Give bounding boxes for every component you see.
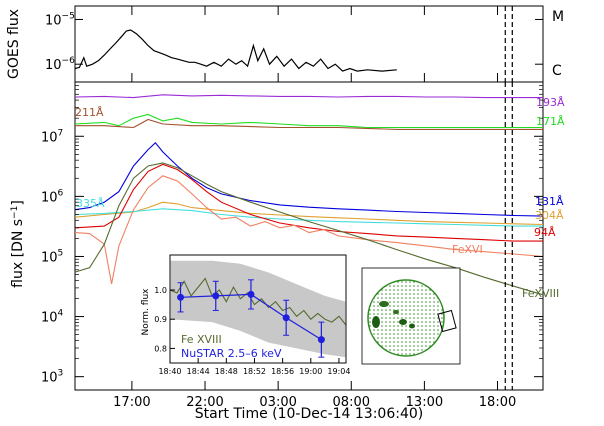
aia-ylabel: flux [DN s−1] [10,200,26,288]
series-line-FeXVIII [74,162,544,296]
label-211: 211Å [75,106,104,119]
inset-legend-fexviii: Fe XVIII [181,333,222,346]
aia-xtick-label: 03:00 [259,395,296,410]
active-region-1 [372,316,380,328]
inset-ytick-label: 1.0 [154,286,167,295]
nustar-fov-box [437,309,457,333]
aia-xtick-label: 22:00 [186,395,223,410]
label-193: 193Å [536,96,565,109]
active-region-5 [393,310,399,314]
aia-xtick-label: 18:00 [479,395,516,410]
aia-ytick-label: 103 [41,369,63,386]
label-fexviii: FeXVIII [522,287,559,300]
inset-nustar-point [282,314,290,322]
series-line-335Å [74,208,543,227]
inset-nustar-point [247,290,255,298]
active-region-2 [379,301,389,307]
series-line-94Å [74,163,543,242]
aia-xtick-label: 13:00 [406,395,443,410]
aia-ytick-label: 105 [41,248,63,265]
inset-nustar-point [212,292,220,300]
inset-xtick-label: 18:56 [271,367,294,376]
aia-ytick-label: 104 [41,309,64,326]
inset-xtick-label: 18:52 [243,367,266,376]
aia-xlabel: Start Time (10-Dec-14 13:06:40) [195,406,423,422]
inset-xtick-label: 19:04 [327,367,350,376]
aia-frame [74,81,544,391]
label-335: 335Å [76,197,105,210]
inset-fexviii-line [169,277,347,326]
inset-ytick-label: 0.9 [154,315,167,324]
aia-ytick-label: 106 [41,188,64,205]
goes-class-c: C [552,63,562,79]
inset-ytick-label: 0.8 [154,344,167,353]
aia-xtick-label: 17:00 [113,395,150,410]
series-line-211Å [75,118,543,130]
series-line-171Å [74,113,543,129]
goes-panel: 10−6 10−5 GOES flux M C [6,5,564,83]
inset-nustar-point [317,336,325,344]
series-line-131Å [74,141,544,217]
label-131: 131Å [535,195,564,208]
goes-ytick-label: 10−5 [45,11,75,28]
active-region-4 [409,323,415,329]
inset-xtick-label: 18:40 [158,367,181,376]
inset-panel: 0.8 0.9 1.0 18:40 18:44 18:48 18:52 18:56 19:00 1… [141,254,350,376]
inset-legend-nustar: NuSTAR 2.5–6 keV [181,347,282,360]
inset-frame [169,254,347,364]
series-line-304Å [74,201,544,226]
goes-ytick-label: 10−6 [45,56,75,73]
inset-nustar-point [177,293,185,301]
inset-xtick-label: 19:00 [299,367,322,376]
series-line-193Å [74,94,543,99]
goes-series-line [74,29,397,72]
aia-ytick-label: 107 [41,128,63,145]
aia-xtick-label: 08:00 [333,395,370,410]
aia-panel: 103 104 105 106 107 17:00 22:00 03:00 08:00 13:00… [10,6,565,422]
inset-xtick-label: 18:44 [187,367,210,376]
label-94: 94Å [534,226,556,239]
active-region-3 [399,319,407,325]
label-fexvi: FeXVI [452,243,483,256]
sun-disk [367,279,445,357]
inset-uncertainty-band [170,260,346,358]
label-304: 304Å [535,209,564,222]
label-171: 171Å [536,115,565,128]
goes-class-m: M [552,9,564,25]
solar-disk-inset [361,267,461,365]
inset-xtick-label: 18:48 [215,367,238,376]
inset-ylabel: Norm. flux [141,288,151,336]
series-line-FeXVI [74,175,544,285]
goes-ylabel: GOES flux [6,9,22,79]
